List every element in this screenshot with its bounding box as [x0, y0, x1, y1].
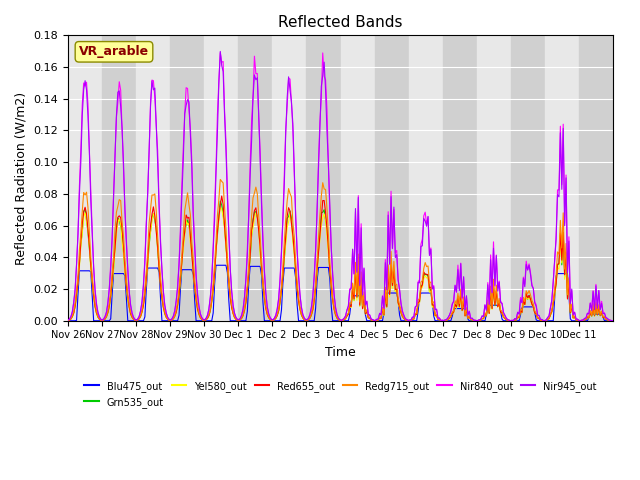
Bar	[374, 36, 409, 321]
Bar	[409, 36, 443, 321]
Bar	[102, 36, 136, 321]
X-axis label: Time: Time	[325, 346, 356, 359]
Bar	[307, 36, 340, 321]
Text: VR_arable: VR_arable	[79, 45, 149, 58]
Bar	[170, 36, 204, 321]
Legend: Blu475_out, Grn535_out, Yel580_out, Red655_out, Redg715_out, Nir840_out, Nir945_: Blu475_out, Grn535_out, Yel580_out, Red6…	[81, 377, 600, 411]
Bar	[68, 36, 102, 321]
Bar	[511, 36, 545, 321]
Bar	[545, 36, 579, 321]
Bar	[136, 36, 170, 321]
Bar	[340, 36, 374, 321]
Bar	[204, 36, 238, 321]
Bar	[273, 36, 307, 321]
Bar	[579, 36, 613, 321]
Title: Reflected Bands: Reflected Bands	[278, 15, 403, 30]
Bar	[477, 36, 511, 321]
Bar	[238, 36, 273, 321]
Bar	[443, 36, 477, 321]
Y-axis label: Reflected Radiation (W/m2): Reflected Radiation (W/m2)	[15, 92, 28, 264]
